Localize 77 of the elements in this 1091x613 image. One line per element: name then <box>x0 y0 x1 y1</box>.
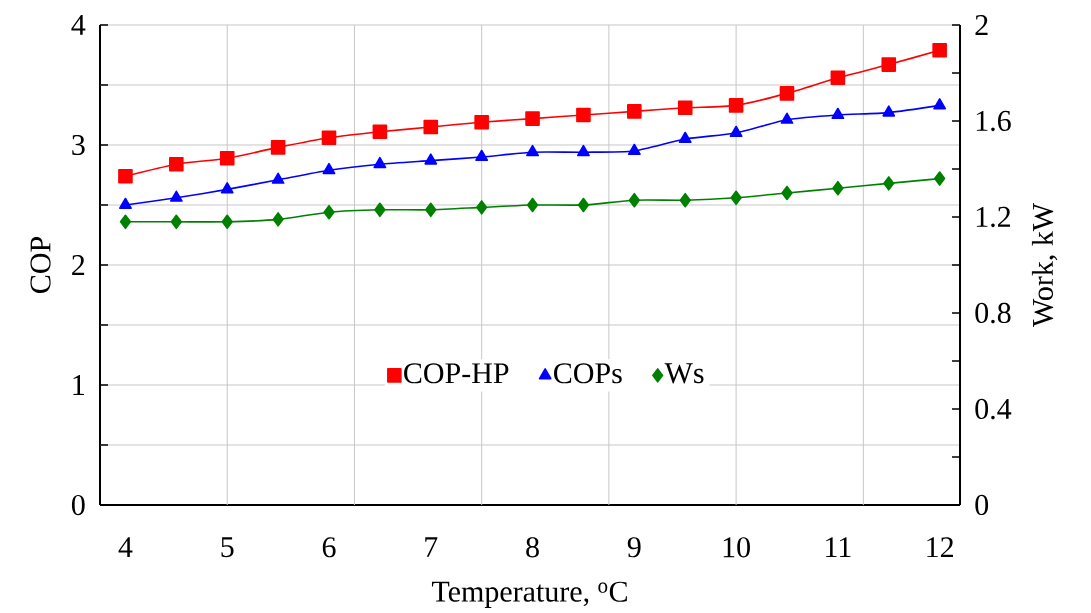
point <box>526 144 539 157</box>
point <box>322 162 336 175</box>
point <box>424 153 438 165</box>
point <box>219 150 235 166</box>
x-tick-label: 10 <box>723 537 750 558</box>
y2-tick-label: 2 <box>975 15 988 35</box>
point <box>730 190 742 206</box>
y-tick-label: 3 <box>72 134 85 156</box>
point <box>779 86 795 101</box>
point <box>679 192 691 208</box>
x-tick-label: 8 <box>526 537 539 558</box>
point <box>933 171 946 186</box>
point <box>882 105 896 117</box>
point <box>577 197 590 213</box>
point <box>627 143 641 156</box>
point <box>423 119 439 135</box>
point <box>933 98 947 110</box>
point <box>729 125 743 138</box>
x-tick-label: 12 <box>927 537 953 558</box>
x-tick-label: 6 <box>322 537 336 558</box>
point <box>374 202 386 218</box>
point <box>577 144 590 157</box>
point <box>832 180 844 196</box>
point <box>373 156 387 169</box>
point <box>628 192 640 208</box>
point <box>475 149 489 162</box>
y2-tick-label: 0.4 <box>975 398 1012 420</box>
x-tick-label: 5 <box>221 537 234 558</box>
point <box>221 214 233 230</box>
point <box>526 197 539 213</box>
point <box>728 98 744 113</box>
point <box>119 197 132 210</box>
y2-tick-label: 1.2 <box>976 206 1011 228</box>
x-tick-label: 9 <box>627 537 641 558</box>
y-tick-label: 1 <box>73 375 84 395</box>
point <box>830 70 846 86</box>
point <box>474 114 489 130</box>
point <box>831 107 845 120</box>
point <box>220 182 234 194</box>
point <box>372 124 388 140</box>
point <box>627 104 642 119</box>
y-tick-label: 4 <box>71 15 86 35</box>
point <box>677 100 693 116</box>
y2-axis-title: Work, kW <box>1031 202 1058 328</box>
legend-label: COP-HP <box>404 363 509 384</box>
point <box>881 57 897 72</box>
point <box>118 168 133 184</box>
point <box>321 130 337 146</box>
legend-label: Ws <box>664 363 704 384</box>
point <box>272 212 284 227</box>
y-tick-label: 2 <box>72 255 85 275</box>
point <box>270 140 286 155</box>
y2-tick-label: 1.6 <box>976 110 1011 132</box>
point <box>883 176 895 191</box>
point <box>932 42 947 58</box>
y2-tick-label: 0.8 <box>975 302 1011 324</box>
x-axis-title: Temperature, $^{o}$C <box>431 581 627 608</box>
point <box>119 214 132 230</box>
point <box>576 107 591 123</box>
y-tick-label: 0 <box>71 494 85 516</box>
point <box>525 111 540 126</box>
y-axis-title: COP <box>30 237 51 293</box>
point <box>170 214 183 230</box>
point <box>781 185 793 201</box>
point <box>425 202 437 218</box>
point <box>169 190 183 202</box>
point <box>678 131 692 144</box>
legend-label: COPs <box>554 363 622 384</box>
x-tick-label: 4 <box>118 537 133 557</box>
point <box>271 172 285 184</box>
x-tick-label: 11 <box>826 537 851 557</box>
y2-tick-label: 0 <box>975 494 989 516</box>
point <box>323 204 335 220</box>
point <box>780 112 794 124</box>
x-tick-label: 7 <box>425 537 438 557</box>
point <box>169 156 184 172</box>
point <box>475 200 488 215</box>
